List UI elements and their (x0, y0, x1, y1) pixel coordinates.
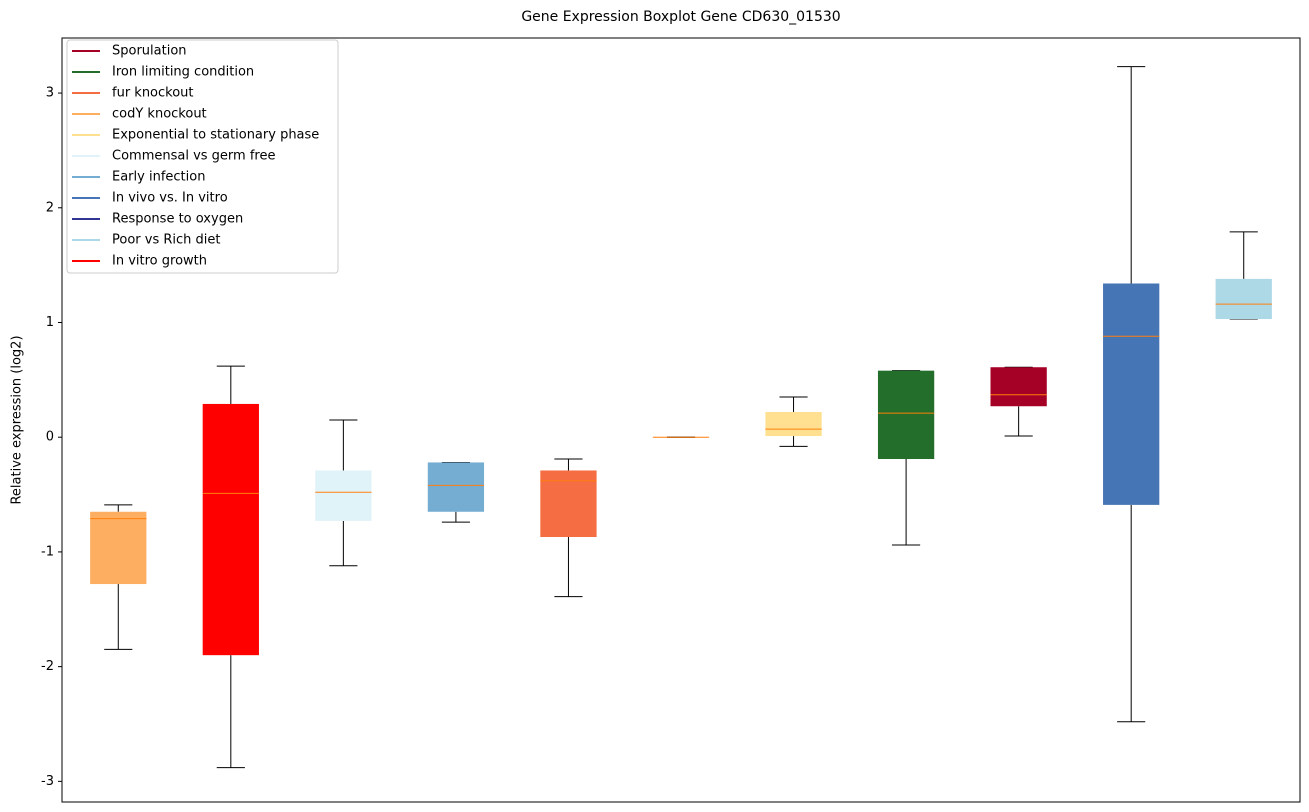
box (1103, 283, 1160, 505)
legend-label: Sporulation (112, 44, 187, 59)
legend-label: Commensal vs germ free (112, 149, 275, 164)
legend-label: codY knockout (112, 107, 207, 122)
y-tick-label: 2 (46, 200, 54, 215)
legend-frame (66, 39, 339, 274)
box (877, 370, 935, 460)
box (90, 511, 147, 585)
box (765, 411, 822, 437)
chart-title: Gene Expression Boxplot Gene CD630_01530 (521, 9, 840, 25)
y-tick-label: -2 (41, 659, 54, 674)
legend-label: Early infection (112, 170, 205, 185)
box (202, 403, 259, 656)
box (427, 462, 485, 512)
y-tick-label: 3 (46, 86, 54, 101)
legend: Sporulation Iron limiting condition fur kn… (66, 39, 339, 274)
box (990, 367, 1047, 407)
legend-label: Exponential to stationary phase (112, 128, 319, 143)
box (1215, 278, 1272, 320)
legend-label: Iron limiting condition (112, 65, 254, 80)
legend-label: Response to oxygen (112, 212, 243, 227)
legend-label: Poor vs Rich diet (112, 233, 220, 248)
y-tick-label: -3 (41, 774, 54, 789)
box (540, 470, 597, 538)
y-tick-label: 1 (46, 315, 54, 330)
y-tick-label: -1 (41, 544, 54, 559)
legend-label: fur knockout (112, 86, 194, 101)
legend-label: In vivo vs. In vitro (112, 191, 228, 206)
box (315, 470, 372, 521)
y-tick-label: 0 (46, 430, 54, 445)
plot-frame (61, 37, 1301, 803)
legend-label: In vitro growth (112, 254, 207, 269)
y-axis-label: Relative expression (log2) (10, 335, 25, 504)
